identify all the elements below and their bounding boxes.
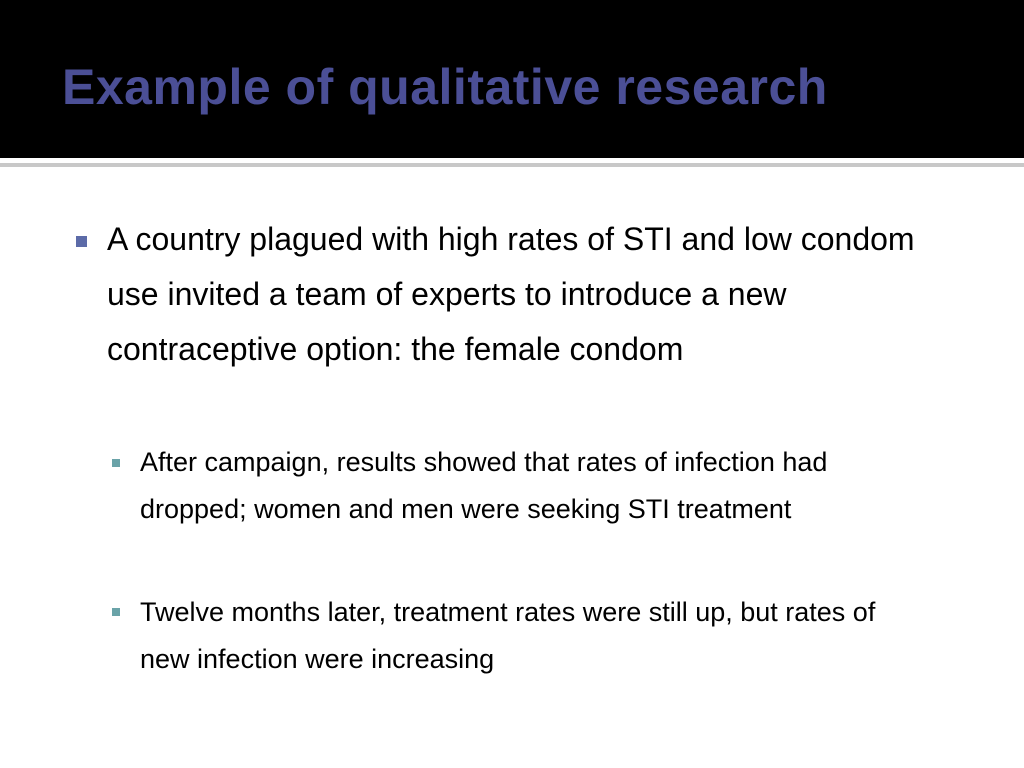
sub-bullet-text: Twelve months later, treatment rates wer… [140,597,876,674]
bullet-marker [76,236,87,247]
bullet-text: A country plagued with high rates of STI… [107,221,915,367]
sub-bullet-marker [112,459,120,467]
slide-title: Example of qualitative research [62,59,828,115]
sub-bullet-marker [112,608,120,616]
header-band [0,0,1024,158]
sub-bullet-text: After campaign, results showed that rate… [140,447,828,524]
divider [0,163,1024,167]
